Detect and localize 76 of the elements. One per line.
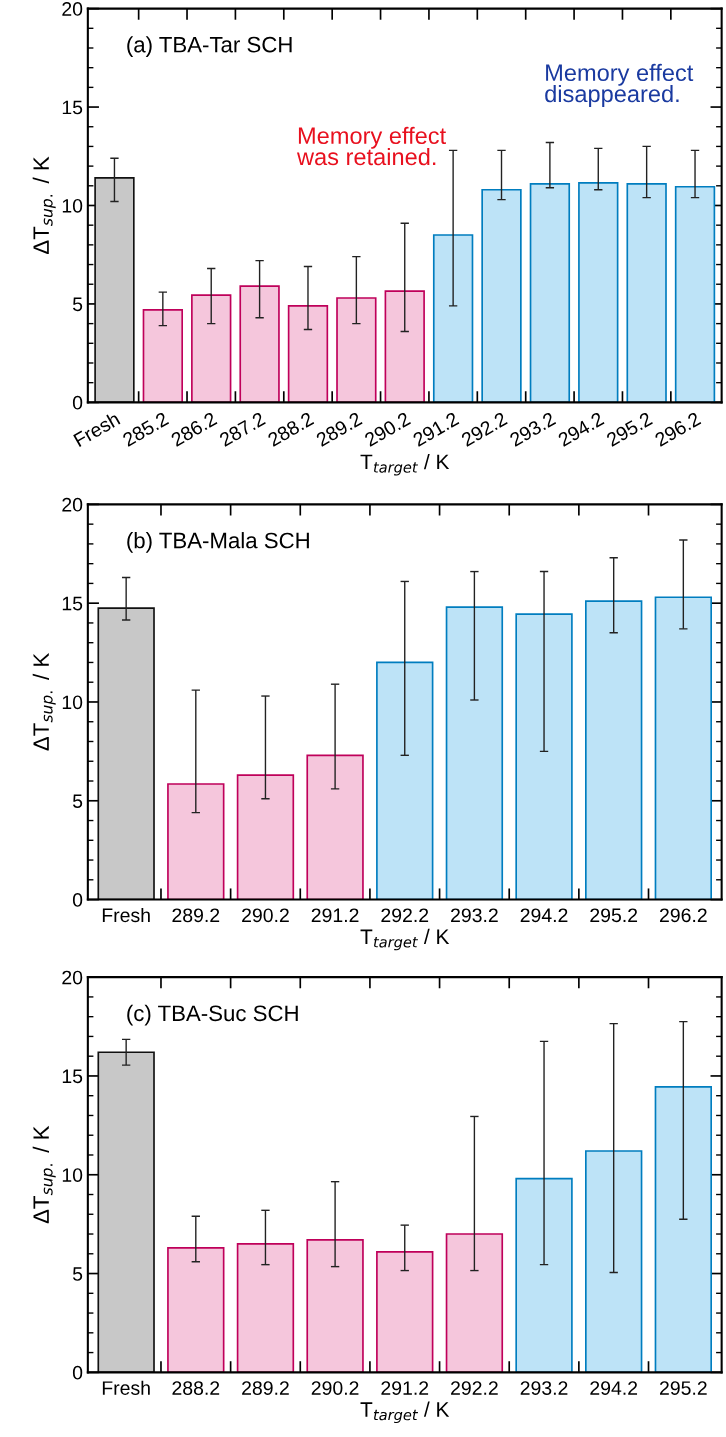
- x-tick-label: Fresh: [72, 411, 121, 448]
- x-axis-title: T$_{target}$ / K: [360, 454, 450, 476]
- y-axis-title: ΔT$_{sup.}$ / K: [32, 156, 56, 255]
- y-tick-label: 10: [62, 695, 83, 710]
- bar: [167, 1247, 225, 1373]
- bar: [306, 754, 364, 900]
- text: (c) TBA-Suc SCH: [127, 1004, 298, 1026]
- y-tick-label: 20: [62, 2, 83, 16]
- x-tick-label: Fresh: [102, 907, 150, 923]
- bar: [626, 183, 667, 403]
- bar: [578, 182, 619, 403]
- y-tick-label: 20: [62, 497, 83, 512]
- x-tick-label: 289.2: [172, 908, 220, 923]
- bar: [584, 1150, 643, 1373]
- y-tick-label: 15: [62, 100, 83, 115]
- bar: [654, 1085, 713, 1373]
- bar: [515, 1177, 573, 1373]
- bar: [236, 774, 295, 900]
- x-tick-label: 290.2: [311, 1381, 359, 1395]
- x-tick-label: 294.2: [590, 1381, 638, 1395]
- y-tick-label: 10: [62, 1168, 83, 1182]
- y-tick-label: 5: [72, 1267, 83, 1281]
- bar: [287, 305, 329, 403]
- bar: [432, 234, 474, 403]
- bar: [384, 290, 425, 403]
- x-tick-label: 291.2: [311, 908, 359, 923]
- bar: [167, 783, 225, 900]
- bar: [529, 183, 571, 403]
- y-tick-label: 0: [72, 893, 83, 907]
- x-tick-label: Fresh: [102, 1380, 150, 1395]
- y-tick-label: 5: [72, 794, 83, 809]
- y-tick-label: 0: [72, 1365, 83, 1380]
- y-tick-label: 20: [62, 970, 83, 985]
- y-axis-title: ΔT$_{sup.}$ / K: [32, 653, 56, 751]
- bar: [445, 1233, 504, 1373]
- annotation: Memory effect was retained.: [296, 126, 446, 166]
- y-tick-label: 0: [72, 395, 83, 410]
- bar: [515, 613, 573, 900]
- bar: [191, 294, 232, 403]
- bar: [97, 607, 155, 900]
- x-tick-label: 294.2: [520, 908, 568, 923]
- bar: [481, 188, 522, 403]
- annotation: Memory effect disappeared.: [545, 63, 694, 107]
- y-tick-label: 5: [72, 297, 83, 312]
- x-axis-title: T$_{target}$ / K: [360, 928, 450, 951]
- bar: [239, 285, 280, 403]
- x-tick-label: 293.2: [520, 1381, 568, 1395]
- bar: [94, 177, 135, 403]
- y-tick-label: 15: [62, 596, 83, 611]
- x-tick-label: 290.2: [242, 908, 289, 923]
- bar: [654, 596, 713, 900]
- x-tick-label: 292.2: [381, 908, 429, 923]
- text: (a) TBA-Tar SCH: [127, 36, 292, 57]
- bar: [674, 185, 716, 403]
- x-tick-label: 293.2: [451, 908, 498, 923]
- bar: [306, 1239, 364, 1373]
- x-tick-label: 291.2: [381, 1381, 429, 1395]
- bar: [445, 606, 504, 900]
- x-axis-title: T$_{target}$ / K: [360, 1401, 450, 1424]
- bar: [142, 308, 184, 403]
- bar: [336, 297, 377, 403]
- bar: [376, 1250, 434, 1373]
- x-tick-label: 289.2: [242, 1381, 289, 1395]
- x-tick-label: 288.2: [172, 1381, 220, 1395]
- y-tick-label: 15: [62, 1069, 83, 1084]
- x-tick-label: 292.2: [451, 1381, 498, 1395]
- y-tick-label: 10: [62, 198, 83, 213]
- text: (b) TBA-Mala SCH: [127, 532, 309, 553]
- bar: [584, 600, 643, 900]
- y-axis-title: ΔT$_{sup.}$ / K: [32, 1125, 56, 1224]
- x-tick-label: 295.2: [590, 908, 638, 923]
- bar: [97, 1051, 155, 1373]
- bar: [236, 1243, 295, 1373]
- x-tick-label: 295.2: [659, 1381, 707, 1395]
- bar: [376, 661, 434, 900]
- x-tick-label: 296.2: [659, 908, 707, 923]
